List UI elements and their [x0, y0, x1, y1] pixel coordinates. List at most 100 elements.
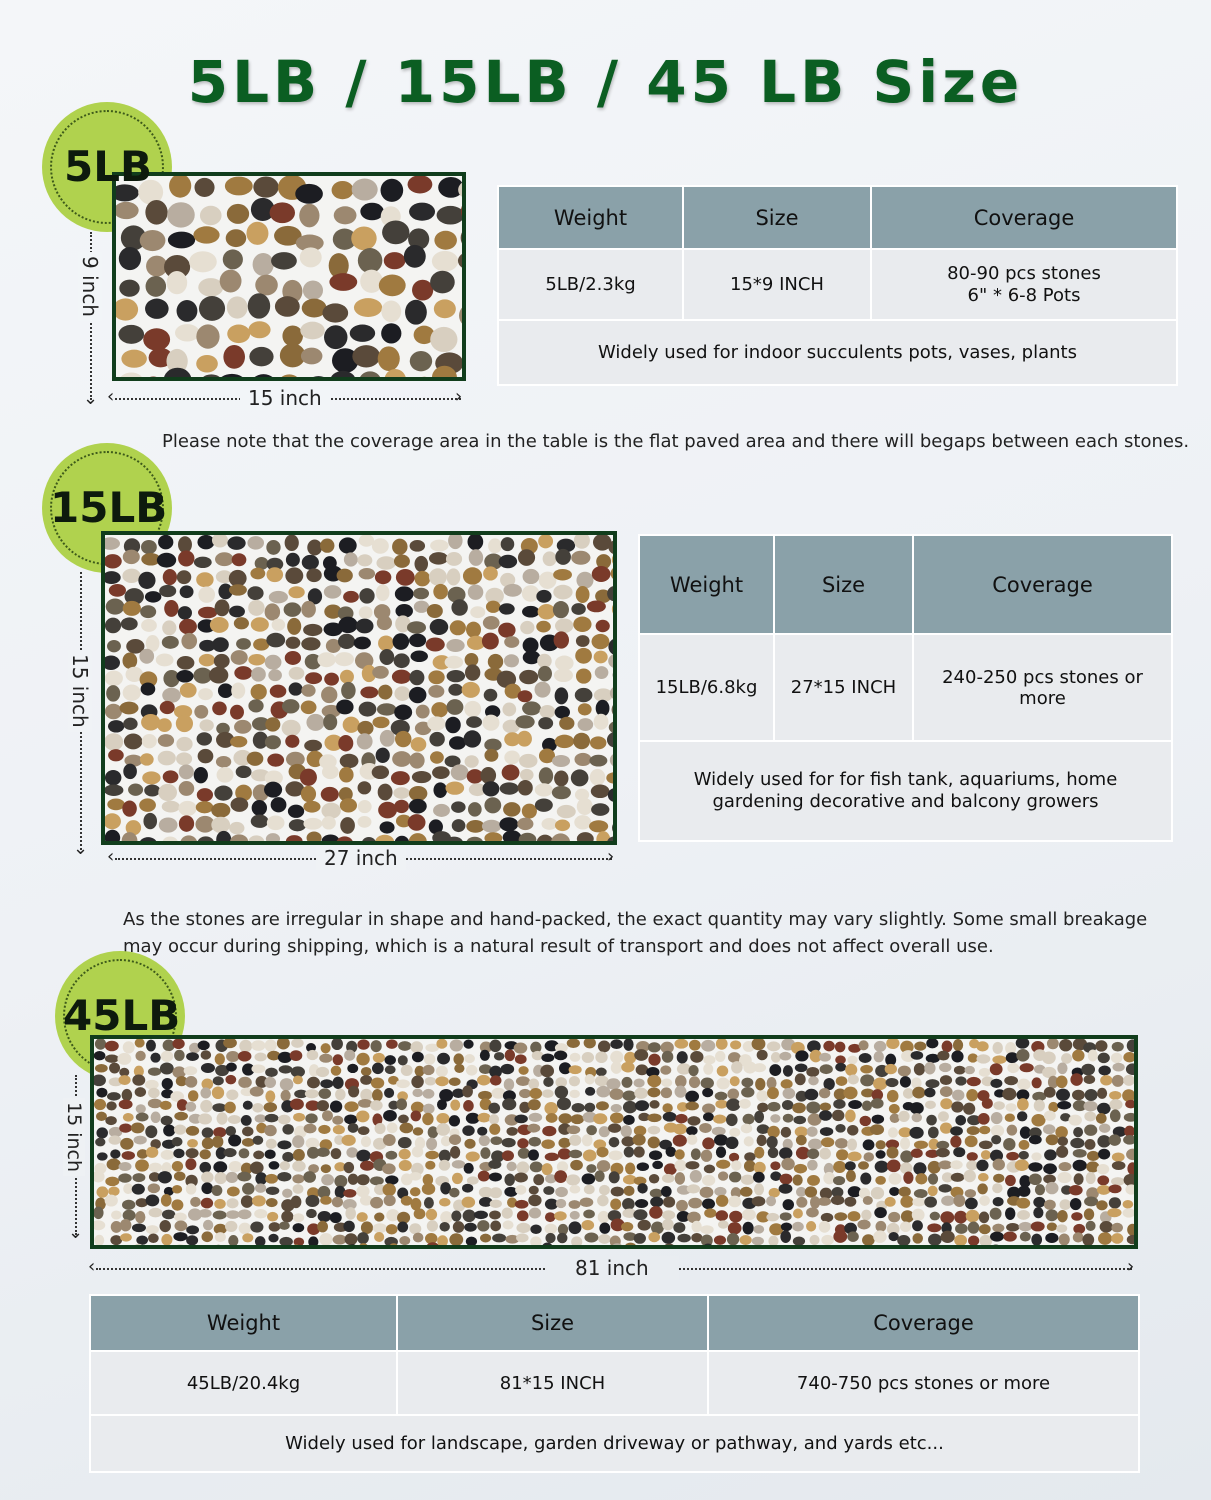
pebble	[167, 202, 195, 228]
pebble	[106, 1158, 121, 1171]
pebble	[528, 1112, 543, 1123]
pebble	[448, 1077, 461, 1086]
pebble	[118, 246, 142, 271]
pebble	[250, 1221, 264, 1233]
pebble	[175, 1075, 188, 1087]
pebble	[300, 785, 317, 803]
pebble	[214, 1198, 226, 1209]
pebble	[913, 1162, 927, 1175]
pebble	[1019, 1126, 1031, 1139]
pebble	[213, 1223, 227, 1235]
pebble	[819, 1102, 832, 1112]
pebble	[885, 1139, 900, 1150]
pebble	[766, 1135, 778, 1149]
pebble	[422, 1088, 435, 1099]
pebble	[1015, 1039, 1030, 1049]
pebble	[279, 1078, 294, 1091]
pebble	[105, 829, 121, 841]
pebble	[201, 1127, 214, 1139]
pebble	[465, 1236, 478, 1245]
pebble	[178, 781, 195, 796]
pebble	[331, 180, 354, 200]
pebble	[200, 1087, 212, 1099]
pebble	[372, 1089, 383, 1102]
pebble	[478, 1064, 492, 1075]
pebble	[1109, 1099, 1123, 1110]
pebble	[178, 550, 195, 567]
pebble	[237, 1209, 252, 1220]
pebble	[1082, 1233, 1095, 1245]
pebble	[492, 1233, 507, 1243]
pebble	[1005, 1207, 1016, 1220]
pebble	[795, 1134, 807, 1146]
pebble	[725, 1136, 739, 1150]
pebble	[1043, 1174, 1056, 1184]
pebble	[491, 1150, 505, 1163]
pebble	[174, 1049, 185, 1061]
pebble	[126, 639, 145, 654]
pebble	[349, 1244, 356, 1245]
pebble	[792, 1102, 806, 1114]
pebble	[593, 713, 609, 730]
pebble	[293, 1112, 306, 1122]
pebble	[576, 797, 593, 816]
pebble	[325, 638, 341, 653]
pebble	[213, 653, 230, 669]
pebble	[121, 1088, 133, 1102]
pebble	[354, 652, 374, 670]
pebble	[376, 556, 396, 570]
pebble	[967, 1221, 980, 1234]
pebble	[498, 554, 518, 569]
pebble	[725, 1113, 738, 1127]
pebble	[287, 617, 302, 635]
pebble	[519, 669, 539, 685]
pebble	[181, 632, 198, 650]
pebble	[559, 716, 575, 730]
pebble	[291, 1039, 304, 1048]
pebble	[739, 1235, 752, 1245]
pebble	[226, 1050, 240, 1062]
pebble	[433, 803, 450, 817]
pebble	[473, 1210, 488, 1220]
pebble	[675, 1075, 687, 1088]
pebble	[119, 1218, 132, 1232]
pebble	[847, 1124, 859, 1136]
pebble	[609, 1235, 621, 1245]
pebble	[545, 1113, 558, 1123]
pebble	[386, 1122, 398, 1134]
pebble	[886, 1159, 901, 1173]
pebble	[360, 269, 383, 293]
pebble	[161, 1209, 176, 1220]
pebble	[413, 600, 430, 613]
pebble	[1028, 1135, 1042, 1145]
pebble	[1046, 1039, 1059, 1050]
pebble	[448, 683, 463, 696]
pebble	[610, 1186, 625, 1197]
pebble	[162, 836, 178, 841]
pebble	[339, 798, 358, 813]
pebble	[161, 635, 179, 649]
pebble	[687, 1116, 701, 1126]
pebble	[362, 837, 376, 841]
pebble	[332, 1125, 345, 1135]
pebble	[714, 1186, 727, 1197]
pebble	[358, 535, 375, 547]
pebble	[408, 798, 427, 814]
pebble	[446, 568, 461, 586]
pebble	[162, 1039, 175, 1052]
pebble	[536, 834, 554, 841]
pebble	[992, 1158, 1005, 1171]
arrow-down-icon: ⌄	[73, 838, 89, 859]
pebble	[477, 1112, 491, 1123]
pebble	[795, 1186, 807, 1197]
pebble	[196, 324, 220, 349]
pebble	[134, 1087, 147, 1097]
pebble	[554, 1170, 568, 1183]
pebble	[489, 1187, 503, 1199]
pebble	[432, 831, 451, 841]
pebble	[686, 1134, 698, 1145]
pebble	[444, 655, 464, 669]
pebble	[141, 539, 157, 555]
pebble	[625, 1242, 636, 1245]
pebble	[465, 1112, 480, 1124]
